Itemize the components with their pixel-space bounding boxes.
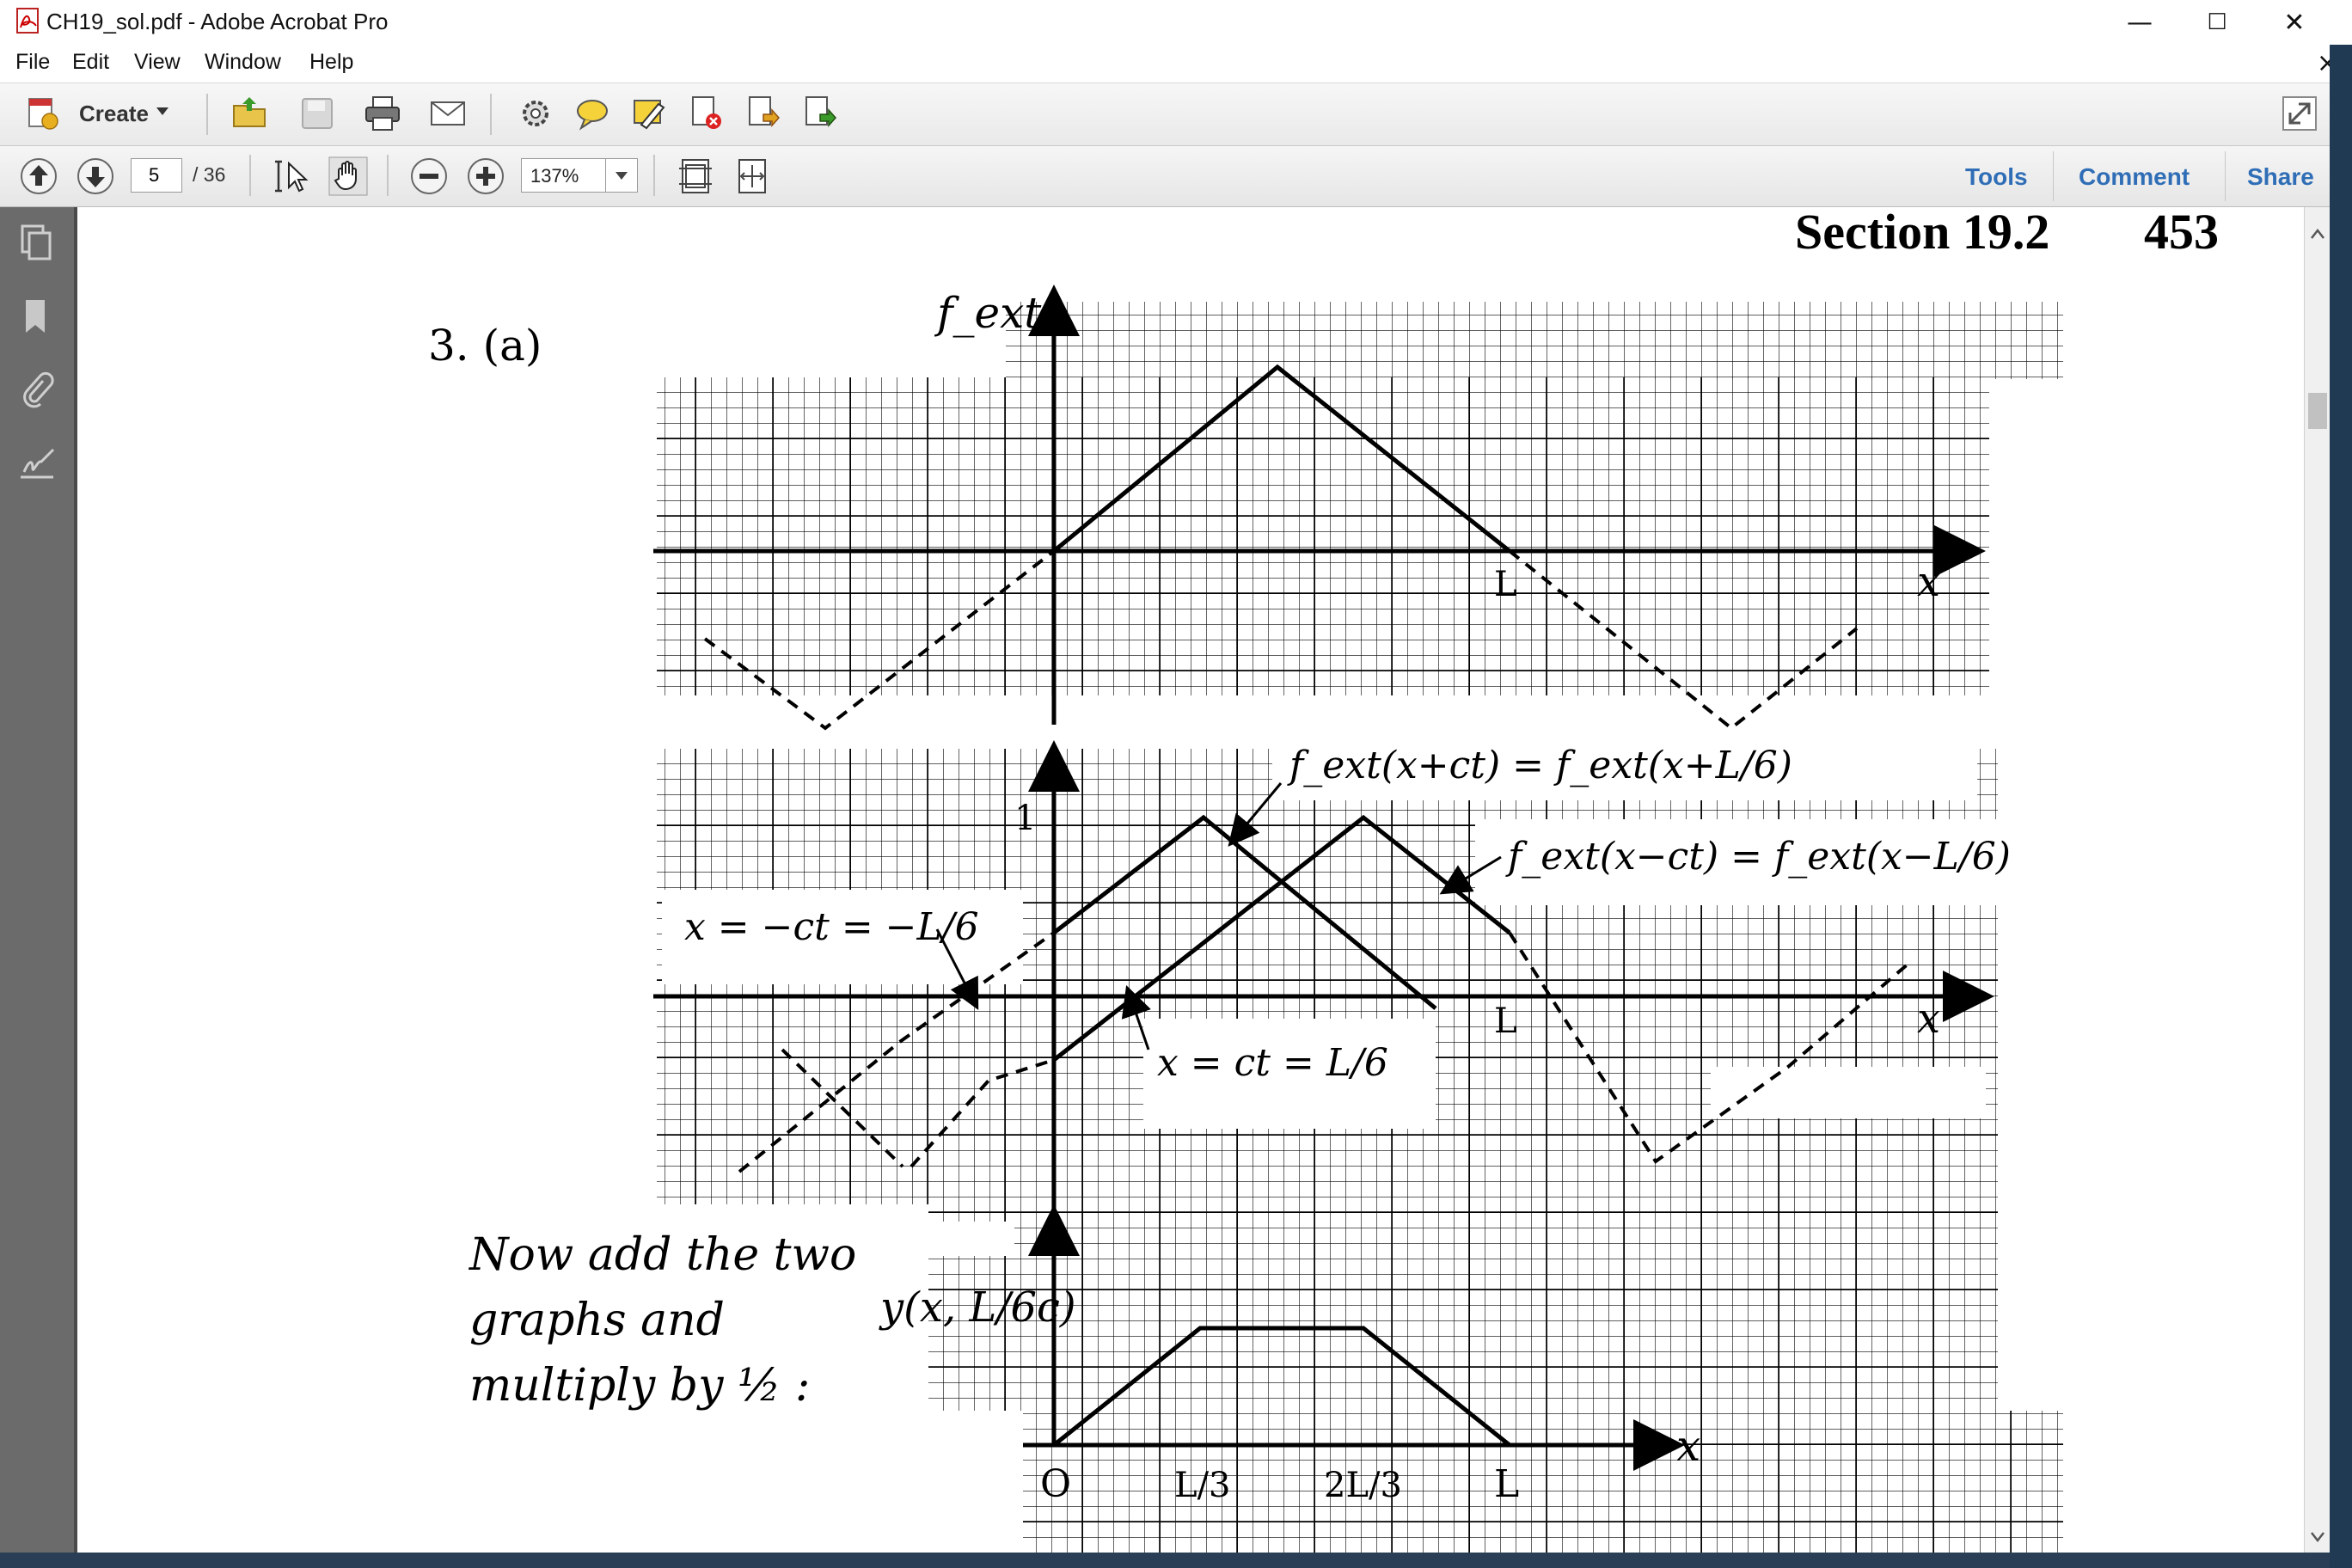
graph1-ylabel: f_ext xyxy=(934,288,1042,338)
navigation-toolbar: 5 / 36 137% Tools Comment Share xyxy=(0,146,2330,207)
page-number-input[interactable]: 5 xyxy=(131,158,182,193)
graph3-tick-L: L xyxy=(1494,1462,1519,1506)
graph2-label-neg: x = −ct = −L/6 xyxy=(684,905,979,949)
print-icon[interactable] xyxy=(363,94,402,133)
window-title: CH19_sol.pdf - Adobe Acrobat Pro xyxy=(46,9,389,34)
graph2-label-pos: x = ct = L/6 xyxy=(1157,1041,1388,1085)
maximize-button[interactable]: ☐ xyxy=(2207,9,2227,35)
menu-window[interactable]: Window xyxy=(205,50,281,74)
fit-width-icon[interactable] xyxy=(732,156,772,196)
title-bar: CH19_sol.pdf - Adobe Acrobat Pro — ☐ ✕ xyxy=(0,0,2352,45)
comment-pane-link[interactable]: Comment xyxy=(2079,163,2190,190)
zoom-value: 137% xyxy=(530,165,579,187)
problem-label: 3. (a) xyxy=(428,321,542,371)
previous-page-icon[interactable] xyxy=(19,156,58,196)
close-button[interactable]: ✕ xyxy=(2283,7,2306,38)
create-button[interactable]: Create xyxy=(79,101,149,126)
menu-help[interactable]: Help xyxy=(309,50,354,74)
graph3-tick-origin: O xyxy=(1040,1462,1071,1506)
menu-bar: File Edit View Window Help × xyxy=(0,45,2352,83)
select-text-icon[interactable] xyxy=(272,156,311,196)
email-icon[interactable] xyxy=(428,94,468,133)
section-heading: Section 19.2 xyxy=(1795,207,2049,260)
tools-pane-link[interactable]: Tools xyxy=(1965,163,2028,190)
menu-file[interactable]: File xyxy=(15,50,51,74)
hand-tool-icon[interactable] xyxy=(328,156,368,196)
page-total: / 36 xyxy=(193,163,226,186)
toolbar-divider xyxy=(490,94,492,135)
note-line-1: Now add the two xyxy=(468,1229,856,1281)
open-folder-icon[interactable] xyxy=(230,94,270,133)
save-icon[interactable] xyxy=(297,94,337,133)
note-line-3: multiply by ½ : xyxy=(469,1360,810,1412)
scroll-up-icon[interactable] xyxy=(2310,228,2325,240)
acrobat-pdf-icon xyxy=(16,8,39,34)
highlight-icon[interactable] xyxy=(629,94,669,133)
pane-divider xyxy=(2225,151,2226,201)
graph-1 xyxy=(653,285,1986,731)
graph3-ylabel: y(x, L/6c) xyxy=(879,1283,1076,1332)
pane-divider xyxy=(2053,151,2054,201)
insert-page-icon[interactable] xyxy=(799,94,839,133)
navigation-pane xyxy=(0,207,77,1568)
gear-icon[interactable] xyxy=(516,94,555,133)
zoom-select[interactable]: 137% xyxy=(521,158,638,193)
minimize-button[interactable]: — xyxy=(2127,7,2153,38)
menu-view[interactable]: View xyxy=(134,50,181,74)
graph2-tick-L: L xyxy=(1494,1001,1517,1041)
graph3-tick-2L3: 2L/3 xyxy=(1324,1466,1402,1505)
attachment-icon[interactable] xyxy=(17,371,57,410)
comment-icon[interactable] xyxy=(573,94,612,133)
page-thumbnails-icon[interactable] xyxy=(17,223,57,262)
expand-icon[interactable] xyxy=(2280,94,2319,133)
zoom-in-icon[interactable] xyxy=(466,156,505,196)
graph-paper-grid xyxy=(155,302,2063,1553)
chevron-down-icon xyxy=(616,172,628,180)
page-content: Section 19.2 453 3. (a) f_ext L x xyxy=(155,207,2219,1553)
scroll-down-icon[interactable] xyxy=(2310,1531,2325,1543)
graph2-label-left-wave: f_ext(x+ct) = f_ext(x+L/6) xyxy=(1287,744,1792,787)
toolbar-divider xyxy=(387,155,389,196)
main-toolbar: Create xyxy=(0,83,2330,146)
desktop-background xyxy=(2330,45,2352,1568)
graph2-tick-1: 1 xyxy=(1014,799,1036,838)
scrollbar-thumb[interactable] xyxy=(2308,393,2327,429)
bookmark-icon[interactable] xyxy=(17,297,57,336)
graph2-label-right-wave: f_ext(x−ct) = f_ext(x−L/6) xyxy=(1505,835,2011,879)
toolbar-divider xyxy=(249,155,251,196)
toolbar-divider xyxy=(653,155,655,196)
graph-3 xyxy=(1023,1204,1685,1471)
zoom-dropdown-button[interactable] xyxy=(605,159,637,192)
document-page[interactable]: Section 19.2 453 3. (a) f_ext L x xyxy=(77,207,2304,1553)
desktop-taskbar-edge xyxy=(0,1553,2330,1568)
next-page-icon[interactable] xyxy=(76,156,115,196)
create-pdf-icon[interactable] xyxy=(24,94,64,133)
graph3-tick-L3: L/3 xyxy=(1174,1466,1231,1505)
toolbar-divider xyxy=(206,94,208,135)
create-dropdown-icon[interactable] xyxy=(156,107,168,115)
graph3-xlabel: x xyxy=(1676,1421,1700,1471)
menu-edit[interactable]: Edit xyxy=(72,50,110,74)
signature-icon[interactable] xyxy=(17,444,57,484)
graph2-xlabel: x xyxy=(1917,995,1940,1043)
export-page-icon[interactable] xyxy=(743,94,782,133)
fit-page-icon[interactable] xyxy=(676,156,715,196)
graph1-tick-L: L xyxy=(1494,565,1517,604)
zoom-out-icon[interactable] xyxy=(409,156,449,196)
delete-page-icon[interactable] xyxy=(686,94,726,133)
note-line-2: graphs and xyxy=(469,1295,725,1346)
vertical-scrollbar[interactable] xyxy=(2304,207,2331,1553)
share-pane-link[interactable]: Share xyxy=(2247,163,2314,190)
page-number: 453 xyxy=(2144,207,2219,260)
graph1-xlabel: x xyxy=(1917,558,1940,606)
